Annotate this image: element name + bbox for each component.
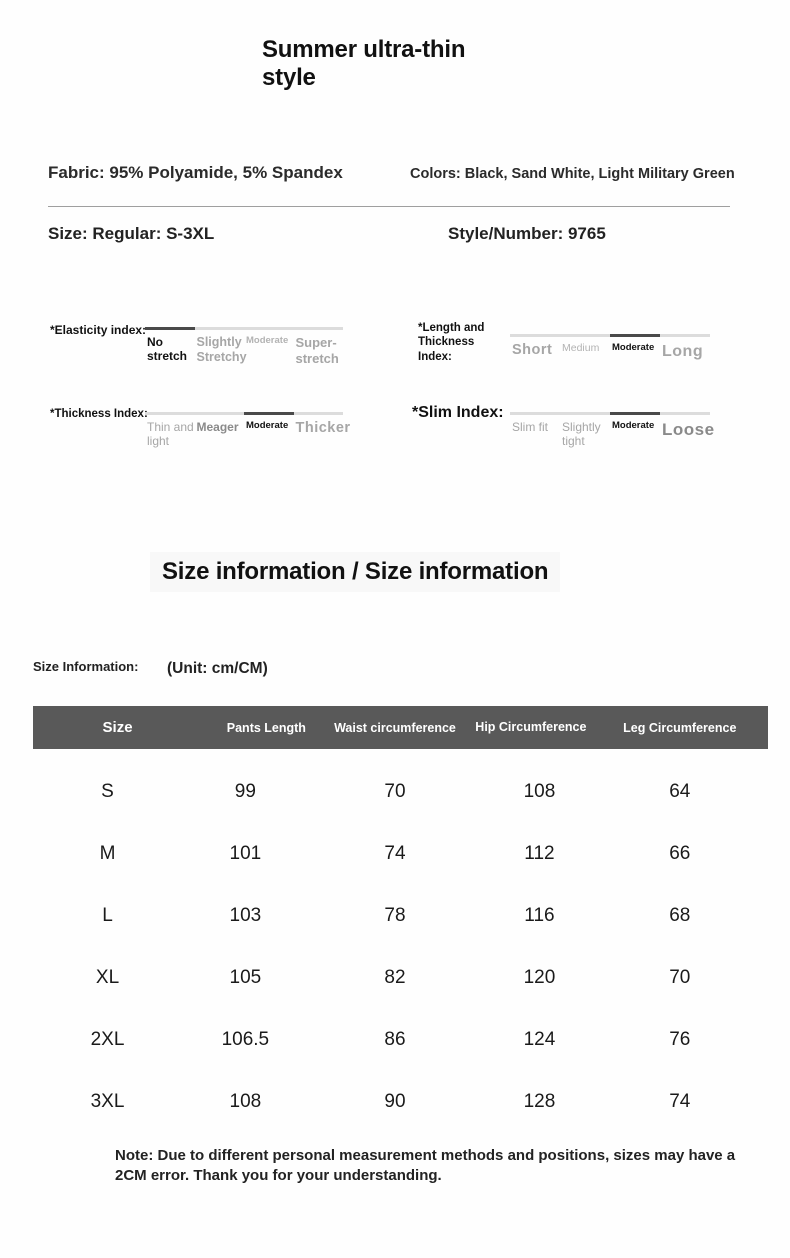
scale-option: Long — [662, 343, 704, 360]
table-row: S 99 70 108 64 — [33, 761, 768, 823]
divider-line — [48, 206, 730, 207]
slim-index-label: *Slim Index: — [412, 404, 504, 421]
cell-leg: 68 — [669, 905, 691, 926]
cell-hip: 108 — [523, 781, 556, 802]
scale-options: Slim fit Slightly tight Moderate Loose — [510, 420, 715, 449]
size-information-label: Size Information: — [33, 659, 139, 674]
length-thickness-index-label: *Length and Thickness Index: — [418, 322, 485, 363]
column-header-hip: Hip Circumference — [475, 720, 587, 735]
scale-line — [145, 412, 343, 415]
cell-leg: 64 — [669, 781, 691, 802]
cell-pants: 108 — [229, 1091, 262, 1112]
scale-options: No stretch Slightly Stretchy Moderate Su… — [145, 335, 343, 366]
cell-waist: 82 — [384, 967, 406, 988]
scale-options: Thin and light Meager Moderate Thicker — [145, 420, 351, 449]
thickness-index-widget: *Thickness Index: Thin and light Meager … — [50, 408, 351, 449]
column-header-waist: Waist circumference — [334, 720, 456, 735]
scale-option: Moderate — [612, 342, 655, 353]
scale-option: Slightly Stretchy — [196, 335, 247, 364]
scale-line — [145, 327, 343, 330]
table-row: 3XL 108 90 128 74 — [33, 1071, 768, 1133]
elasticity-index-widget: *Elasticity index: No stretch Slightly S… — [50, 323, 343, 366]
fabric-info: Fabric: 95% Polyamide, 5% Spandex — [48, 163, 343, 182]
cell-leg: 70 — [669, 967, 691, 988]
style-number-info: Style/Number: 9765 — [448, 224, 606, 243]
cell-pants: 106.5 — [221, 1029, 270, 1050]
cell-waist: 78 — [384, 905, 406, 926]
scale-line — [510, 412, 710, 415]
size-table-header: Size Pants Length Waist circumference Hi… — [33, 706, 768, 749]
scale-option: Meager — [196, 420, 239, 434]
size-table-body: S 99 70 108 64 M 101 74 112 66 L 103 78 … — [33, 749, 768, 1133]
elasticity-index-label: *Elasticity index: — [50, 323, 147, 337]
cell-size: L — [102, 905, 113, 926]
slim-index-widget: *Slim Index: Slim fit Slightly tight Mod… — [412, 404, 715, 449]
colors-info: Colors: Black, Sand White, Light Militar… — [410, 166, 735, 182]
cell-pants: 103 — [229, 905, 262, 926]
thickness-index-scale: Thin and light Meager Moderate Thicker — [145, 412, 351, 449]
column-header-size: Size — [102, 719, 133, 736]
cell-size: 2XL — [90, 1029, 125, 1050]
thickness-index-label: *Thickness Index: — [50, 408, 148, 420]
scale-option: No stretch — [147, 335, 188, 364]
cell-hip: 116 — [524, 905, 555, 926]
table-row: L 103 78 116 68 — [33, 885, 768, 947]
cell-hip: 124 — [523, 1029, 556, 1050]
cell-size: M — [99, 843, 116, 864]
table-row: XL 105 82 120 70 — [33, 947, 768, 1009]
unit-label: (Unit: cm/CM) — [167, 660, 268, 677]
cell-leg: 74 — [669, 1091, 691, 1112]
scale-option: Loose — [662, 420, 715, 439]
cell-hip: 112 — [524, 843, 555, 864]
cell-pants: 101 — [229, 843, 262, 864]
cell-leg: 66 — [669, 843, 691, 864]
page-title: Summer ultra-thin style — [262, 36, 466, 92]
length-thickness-index-widget: *Length and Thickness Index: Short Mediu… — [418, 322, 710, 364]
scale-option: Moderate — [612, 420, 655, 431]
scale-option: Super-stretch — [295, 335, 339, 366]
measurement-note: Note: Due to different personal measurem… — [115, 1147, 736, 1184]
cell-waist: 90 — [384, 1091, 406, 1112]
size-table: Size Pants Length Waist circumference Hi… — [33, 706, 768, 1133]
scale-option: Slim fit — [512, 420, 548, 434]
scale-options: Short Medium Moderate Long — [510, 342, 710, 361]
size-range-info: Size: Regular: S-3XL — [48, 224, 215, 243]
table-row: 2XL 106.5 86 124 76 — [33, 1009, 768, 1071]
column-header-leg: Leg Circumference — [623, 720, 737, 735]
scale-option: Slightly tight — [562, 420, 601, 449]
cell-hip: 128 — [523, 1091, 556, 1112]
cell-size: 3XL — [90, 1091, 125, 1112]
cell-waist: 70 — [384, 781, 406, 802]
elasticity-index-scale: No stretch Slightly Stretchy Moderate Su… — [145, 327, 343, 366]
scale-option: Thin and light — [147, 420, 194, 449]
scale-option: Moderate — [246, 335, 289, 346]
slim-index-scale: Slim fit Slightly tight Moderate Loose — [510, 412, 715, 449]
scale-option: Thicker — [295, 420, 351, 436]
column-header-pants-length: Pants Length — [226, 720, 306, 735]
cell-waist: 74 — [384, 843, 406, 864]
cell-size: XL — [95, 967, 120, 988]
cell-pants: 99 — [234, 781, 256, 802]
scale-option: Moderate — [246, 420, 289, 431]
size-information-heading: Size information / Size information — [150, 552, 561, 592]
scale-option: Medium — [562, 342, 600, 354]
cell-pants: 105 — [229, 967, 262, 988]
scale-option: Short — [512, 342, 553, 358]
cell-hip: 120 — [523, 967, 556, 988]
table-row: M 101 74 112 66 — [33, 823, 768, 885]
cell-waist: 86 — [384, 1029, 406, 1050]
length-thickness-index-scale: Short Medium Moderate Long — [510, 334, 710, 361]
scale-line — [510, 334, 710, 337]
cell-size: S — [101, 781, 114, 802]
cell-leg: 76 — [669, 1029, 691, 1050]
